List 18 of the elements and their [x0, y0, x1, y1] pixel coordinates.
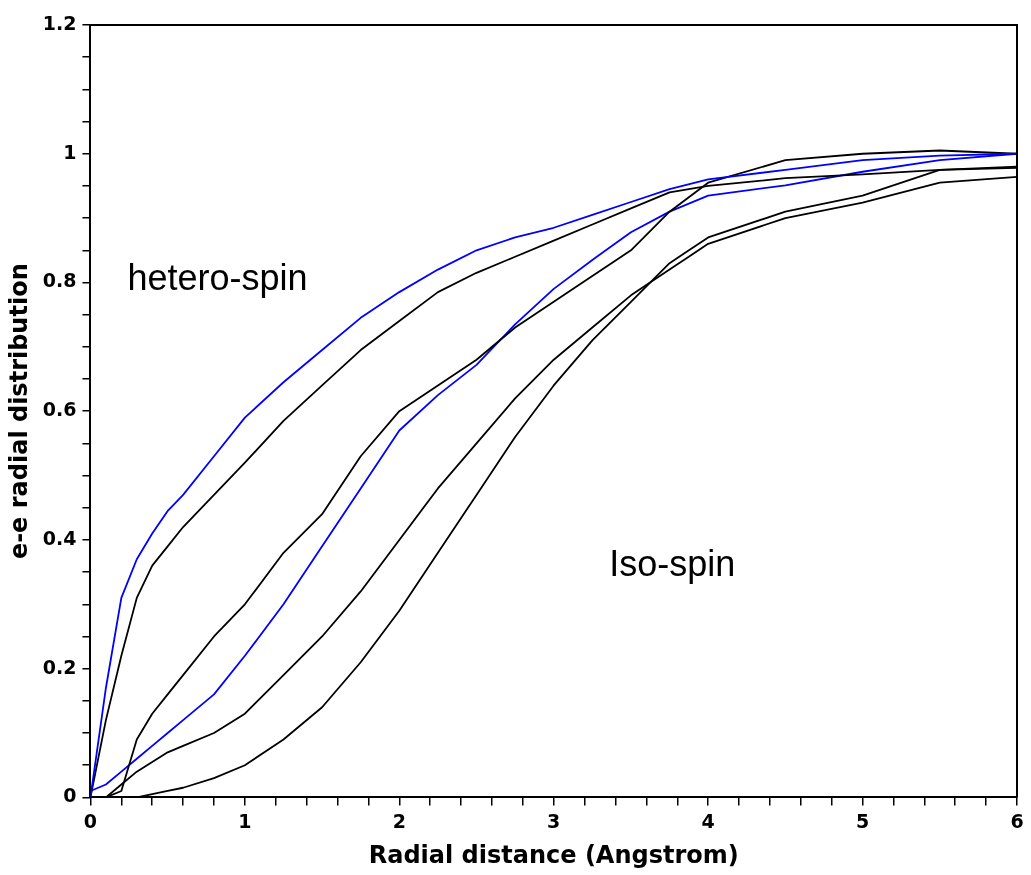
x-tick-label: 4: [701, 809, 715, 832]
x-tick-label: 0: [83, 809, 98, 832]
y-tick-label: 1: [63, 140, 77, 163]
y-tick-label: 0.6: [42, 398, 77, 421]
y-tick-label: 0.4: [42, 526, 77, 549]
x-tick-label: 2: [392, 809, 406, 832]
x-tick-label: 1: [238, 809, 252, 832]
y-axis-title: e-e radial distribution: [4, 263, 33, 560]
x-axis-title: Radial distance (Angstrom): [368, 840, 739, 869]
y-tick-label: 0: [63, 784, 77, 807]
y-tick-label: 1.2: [42, 11, 77, 34]
annotation: Iso-spin: [609, 542, 736, 584]
x-tick-label: 3: [547, 809, 561, 832]
annotation: hetero-spin: [127, 256, 308, 298]
y-tick-label: 0.8: [42, 269, 77, 292]
x-tick-label: 6: [1010, 809, 1024, 832]
x-tick-label: 5: [855, 809, 870, 832]
y-tick-label: 0.2: [42, 655, 77, 678]
